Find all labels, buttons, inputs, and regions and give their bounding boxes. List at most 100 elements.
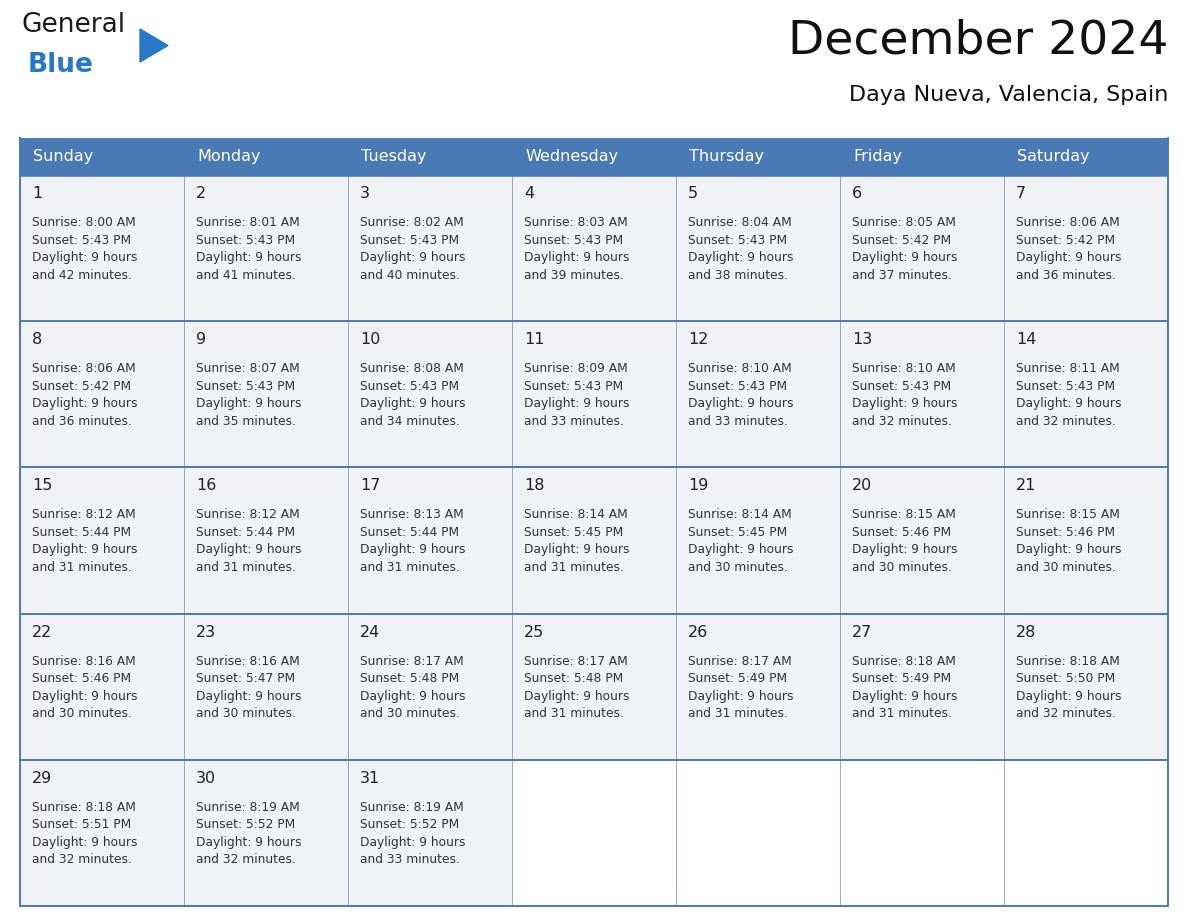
Bar bbox=[840, 175, 1004, 321]
Text: and 30 minutes.: and 30 minutes. bbox=[1016, 561, 1116, 574]
Text: Sunrise: 8:12 AM: Sunrise: 8:12 AM bbox=[196, 509, 299, 521]
Bar bbox=[676, 613, 840, 760]
Text: Sunrise: 8:14 AM: Sunrise: 8:14 AM bbox=[688, 509, 791, 521]
Text: Sunset: 5:42 PM: Sunset: 5:42 PM bbox=[32, 380, 131, 393]
Text: Sunset: 5:43 PM: Sunset: 5:43 PM bbox=[852, 380, 952, 393]
Text: Sunset: 5:46 PM: Sunset: 5:46 PM bbox=[852, 526, 952, 539]
Text: and 40 minutes.: and 40 minutes. bbox=[360, 268, 460, 282]
Text: and 36 minutes.: and 36 minutes. bbox=[1016, 268, 1116, 282]
Bar bbox=[1004, 175, 1168, 321]
Text: Sunset: 5:48 PM: Sunset: 5:48 PM bbox=[524, 672, 624, 685]
Text: Sunrise: 8:15 AM: Sunrise: 8:15 AM bbox=[852, 509, 956, 521]
Text: Sunrise: 8:08 AM: Sunrise: 8:08 AM bbox=[360, 363, 463, 375]
Text: Wednesday: Wednesday bbox=[525, 149, 618, 164]
Text: and 35 minutes.: and 35 minutes. bbox=[196, 415, 296, 428]
Text: Sunrise: 8:14 AM: Sunrise: 8:14 AM bbox=[524, 509, 627, 521]
Text: Sunrise: 8:02 AM: Sunrise: 8:02 AM bbox=[360, 216, 463, 229]
Bar bbox=[184, 321, 348, 467]
Text: Sunrise: 8:10 AM: Sunrise: 8:10 AM bbox=[852, 363, 956, 375]
Text: and 32 minutes.: and 32 minutes. bbox=[32, 854, 132, 867]
Bar bbox=[1004, 760, 1168, 906]
Text: and 32 minutes.: and 32 minutes. bbox=[1016, 415, 1116, 428]
Bar bbox=[348, 175, 512, 321]
Bar bbox=[1004, 467, 1168, 613]
Text: Daylight: 9 hours: Daylight: 9 hours bbox=[1016, 543, 1121, 556]
Text: Daylight: 9 hours: Daylight: 9 hours bbox=[360, 397, 466, 410]
Bar bbox=[184, 760, 348, 906]
Text: and 34 minutes.: and 34 minutes. bbox=[360, 415, 460, 428]
Text: 10: 10 bbox=[360, 332, 380, 347]
Text: and 33 minutes.: and 33 minutes. bbox=[524, 415, 624, 428]
Text: 31: 31 bbox=[360, 771, 380, 786]
Bar bbox=[676, 760, 840, 906]
Text: and 39 minutes.: and 39 minutes. bbox=[524, 268, 624, 282]
Text: and 31 minutes.: and 31 minutes. bbox=[196, 561, 296, 574]
Bar bbox=[20, 175, 184, 321]
Text: and 42 minutes.: and 42 minutes. bbox=[32, 268, 132, 282]
Text: Daylight: 9 hours: Daylight: 9 hours bbox=[360, 543, 466, 556]
Text: Daylight: 9 hours: Daylight: 9 hours bbox=[852, 689, 958, 702]
Text: 17: 17 bbox=[360, 478, 380, 493]
Text: and 36 minutes.: and 36 minutes. bbox=[32, 415, 132, 428]
Bar bbox=[1004, 613, 1168, 760]
Text: and 38 minutes.: and 38 minutes. bbox=[688, 268, 788, 282]
Text: Daylight: 9 hours: Daylight: 9 hours bbox=[688, 689, 794, 702]
Text: Sunset: 5:44 PM: Sunset: 5:44 PM bbox=[360, 526, 459, 539]
Text: Daylight: 9 hours: Daylight: 9 hours bbox=[524, 543, 630, 556]
Text: Daylight: 9 hours: Daylight: 9 hours bbox=[688, 397, 794, 410]
Text: Sunrise: 8:18 AM: Sunrise: 8:18 AM bbox=[1016, 655, 1120, 667]
Text: Sunrise: 8:17 AM: Sunrise: 8:17 AM bbox=[524, 655, 627, 667]
Text: 18: 18 bbox=[524, 478, 544, 493]
Text: Sunrise: 8:15 AM: Sunrise: 8:15 AM bbox=[1016, 509, 1120, 521]
Text: Sunset: 5:43 PM: Sunset: 5:43 PM bbox=[196, 380, 295, 393]
Text: Monday: Monday bbox=[197, 149, 260, 164]
Text: Daylight: 9 hours: Daylight: 9 hours bbox=[852, 543, 958, 556]
Text: Sunset: 5:43 PM: Sunset: 5:43 PM bbox=[688, 233, 788, 247]
Text: Sunrise: 8:17 AM: Sunrise: 8:17 AM bbox=[688, 655, 791, 667]
Text: 16: 16 bbox=[196, 478, 216, 493]
Text: 26: 26 bbox=[688, 624, 708, 640]
Text: Sunrise: 8:05 AM: Sunrise: 8:05 AM bbox=[852, 216, 956, 229]
Text: Daylight: 9 hours: Daylight: 9 hours bbox=[32, 543, 138, 556]
Text: Sunset: 5:43 PM: Sunset: 5:43 PM bbox=[524, 233, 624, 247]
Text: Sunset: 5:47 PM: Sunset: 5:47 PM bbox=[196, 672, 295, 685]
Bar bbox=[512, 760, 676, 906]
Text: December 2024: December 2024 bbox=[788, 18, 1168, 63]
Text: and 30 minutes.: and 30 minutes. bbox=[360, 707, 460, 720]
Text: Sunrise: 8:12 AM: Sunrise: 8:12 AM bbox=[32, 509, 135, 521]
Text: 27: 27 bbox=[852, 624, 872, 640]
Text: Sunrise: 8:06 AM: Sunrise: 8:06 AM bbox=[32, 363, 135, 375]
Text: 28: 28 bbox=[1016, 624, 1036, 640]
Text: 14: 14 bbox=[1016, 332, 1036, 347]
Text: Sunset: 5:46 PM: Sunset: 5:46 PM bbox=[1016, 526, 1116, 539]
Bar bbox=[20, 321, 184, 467]
Bar bbox=[184, 613, 348, 760]
Text: Daylight: 9 hours: Daylight: 9 hours bbox=[852, 251, 958, 264]
Bar bbox=[512, 467, 676, 613]
Text: Sunset: 5:49 PM: Sunset: 5:49 PM bbox=[852, 672, 952, 685]
Bar bbox=[348, 613, 512, 760]
Text: Sunrise: 8:19 AM: Sunrise: 8:19 AM bbox=[196, 800, 299, 813]
Text: Sunrise: 8:11 AM: Sunrise: 8:11 AM bbox=[1016, 363, 1120, 375]
Text: Sunrise: 8:03 AM: Sunrise: 8:03 AM bbox=[524, 216, 627, 229]
Text: Daylight: 9 hours: Daylight: 9 hours bbox=[360, 689, 466, 702]
Bar bbox=[348, 138, 512, 175]
Text: 13: 13 bbox=[852, 332, 872, 347]
Text: Sunset: 5:43 PM: Sunset: 5:43 PM bbox=[524, 380, 624, 393]
Bar bbox=[348, 467, 512, 613]
Bar bbox=[184, 175, 348, 321]
Bar bbox=[348, 321, 512, 467]
Text: Sunrise: 8:09 AM: Sunrise: 8:09 AM bbox=[524, 363, 627, 375]
Text: Sunset: 5:43 PM: Sunset: 5:43 PM bbox=[360, 233, 459, 247]
Text: Daylight: 9 hours: Daylight: 9 hours bbox=[196, 251, 302, 264]
Text: Sunrise: 8:18 AM: Sunrise: 8:18 AM bbox=[32, 800, 135, 813]
Bar bbox=[20, 613, 184, 760]
Bar bbox=[184, 138, 348, 175]
Text: and 30 minutes.: and 30 minutes. bbox=[196, 707, 296, 720]
Text: 7: 7 bbox=[1016, 186, 1026, 201]
Bar bbox=[20, 138, 184, 175]
Text: and 31 minutes.: and 31 minutes. bbox=[32, 561, 132, 574]
Text: 30: 30 bbox=[196, 771, 216, 786]
Text: 3: 3 bbox=[360, 186, 369, 201]
Text: 25: 25 bbox=[524, 624, 544, 640]
